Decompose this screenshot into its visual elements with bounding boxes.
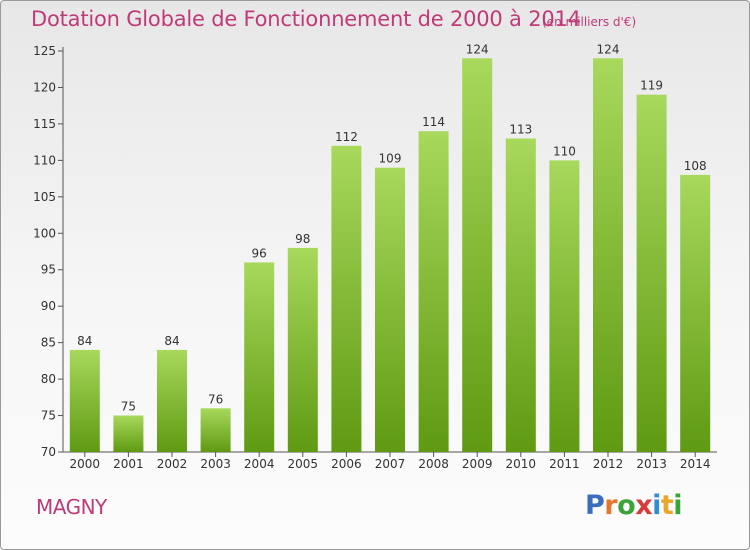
x-tick-label: 2003 xyxy=(200,457,231,471)
bar-value-label: 112 xyxy=(335,130,358,144)
bar xyxy=(462,58,493,453)
y-tick-label: 85 xyxy=(41,336,56,350)
x-tick-label: 2007 xyxy=(375,457,406,471)
y-tick-label: 115 xyxy=(33,117,56,131)
bar xyxy=(244,262,275,452)
bar xyxy=(157,349,187,452)
logo-letter: i xyxy=(673,490,683,521)
x-tick-label: 2004 xyxy=(244,457,275,471)
bar-value-label: 124 xyxy=(466,42,489,56)
y-tick-label: 100 xyxy=(33,226,56,240)
bar-value-label: 98 xyxy=(295,232,310,246)
bar xyxy=(505,138,536,452)
logo-letter: x xyxy=(635,490,653,521)
bar xyxy=(331,145,362,453)
bar-value-label: 84 xyxy=(164,334,179,348)
x-tick-label: 2011 xyxy=(549,457,580,471)
chart-subtitle: (en milliers d'€) xyxy=(542,15,637,29)
x-tick-label: 2010 xyxy=(506,457,537,471)
y-tick-label: 80 xyxy=(41,372,56,386)
bar xyxy=(287,247,318,452)
bar xyxy=(375,167,405,452)
x-tick-label: 2013 xyxy=(636,457,667,471)
proxiti-logo[interactable]: Proxiti xyxy=(585,490,683,521)
x-tick-label: 2012 xyxy=(593,457,624,471)
axes: 70 75 80 85 90 95 100 105 110 115 120 125 2000 2001 20… xyxy=(33,44,717,471)
bar xyxy=(636,94,667,452)
logo-letter: o xyxy=(617,490,636,521)
bar xyxy=(549,160,580,452)
bar-value-label: 113 xyxy=(509,122,532,136)
x-tick-label: 2005 xyxy=(288,457,319,471)
x-tick-label: 2001 xyxy=(113,457,144,471)
y-tick-label: 95 xyxy=(41,263,56,277)
bar-value-label: 108 xyxy=(684,159,707,173)
x-tick-label: 2002 xyxy=(157,457,188,471)
bar xyxy=(69,349,100,452)
x-tick-label: 2008 xyxy=(418,457,449,471)
y-tick-label: 70 xyxy=(41,445,56,459)
y-tick-label: 110 xyxy=(33,153,56,167)
logo-letter: t xyxy=(660,490,674,521)
bar xyxy=(113,415,144,452)
bar xyxy=(200,408,231,452)
place-name: MAGNY xyxy=(36,495,107,519)
bar-value-label: 84 xyxy=(77,334,92,348)
logo-letter: P xyxy=(585,490,605,521)
x-tick-label: 2006 xyxy=(331,457,362,471)
y-tick-label: 105 xyxy=(33,190,56,204)
x-tick-label: 2009 xyxy=(462,457,493,471)
chart-title: Dotation Globale de Fonctionnement de 20… xyxy=(31,7,581,31)
y-tick-label: 75 xyxy=(41,409,56,423)
data-labels: 84 75 84 76 96 98 112 109 114 124 113 110 124 119 108 xyxy=(77,42,706,413)
bar-value-label: 96 xyxy=(252,246,267,260)
logo-letter: r xyxy=(604,490,618,521)
bar xyxy=(680,174,711,452)
bar-value-label: 119 xyxy=(640,79,663,93)
y-tick-label: 120 xyxy=(33,80,56,94)
bar xyxy=(418,131,449,452)
bar-value-label: 124 xyxy=(597,42,620,56)
logo-letter: i xyxy=(652,490,661,521)
bar-value-label: 114 xyxy=(422,115,445,129)
x-tick-label: 2000 xyxy=(70,457,101,471)
bar-value-label: 76 xyxy=(208,392,223,406)
bar xyxy=(593,58,623,453)
bar-value-label: 75 xyxy=(121,400,136,414)
y-tick-label: 90 xyxy=(41,299,56,313)
bar-value-label: 109 xyxy=(379,152,402,166)
x-tick-label: 2014 xyxy=(680,457,711,471)
bars xyxy=(69,58,711,453)
bar-value-label: 110 xyxy=(553,144,576,158)
y-tick-label: 125 xyxy=(33,44,56,58)
